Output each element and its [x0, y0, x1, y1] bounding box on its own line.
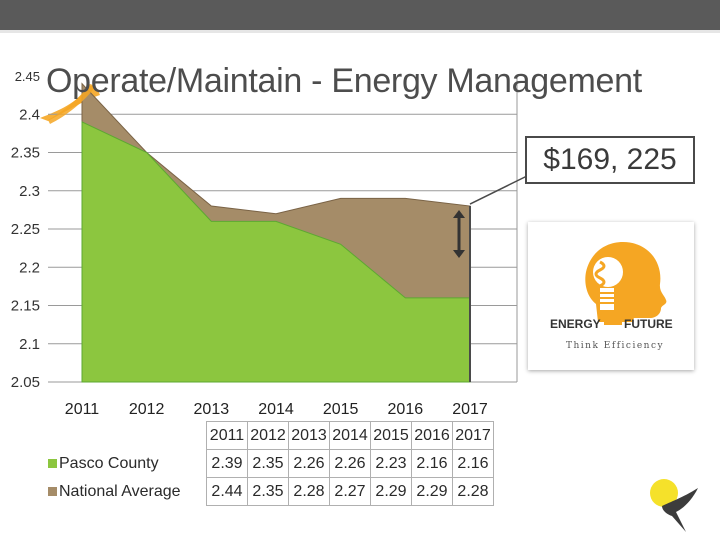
orange-accent-stroke — [48, 84, 96, 124]
x-tick-label: 2015 — [323, 401, 359, 418]
y-axis-tick-labels: 2.45 2.4 2.35 2.3 2.25 2.2 2.15 2.1 2.05 — [11, 69, 40, 391]
table-cell: 2.16 — [452, 449, 494, 478]
energy-future-logo: ENERGY FUTURE Think Efficiency — [528, 222, 694, 370]
x-axis-tick-labels: 2011 2012 2013 2014 2015 2016 2017 — [65, 401, 488, 418]
data-table: 2011 2012 2013 2014 2015 2016 2017 Pasco… — [46, 421, 494, 506]
table-row: National Average 2.44 2.35 2.28 2.27 2.2… — [46, 477, 494, 506]
table-cell: 2.27 — [329, 477, 371, 506]
table-cell: 2.29 — [370, 477, 412, 506]
top-bar-divider — [0, 30, 720, 33]
y-tick-label: 2.25 — [11, 221, 40, 238]
top-bar — [0, 0, 720, 30]
y-tick-label: 2.05 — [11, 374, 40, 391]
table-cell: 2.26 — [329, 449, 371, 478]
y-tick-label: 2.45 — [15, 69, 40, 84]
y-tick-label: 2.15 — [11, 298, 40, 315]
savings-callout: $169, 225 — [525, 136, 695, 184]
legend-entry-pasco: Pasco County — [46, 450, 207, 478]
table-cell: 2.28 — [288, 477, 330, 506]
logo-right-word: FUTURE — [624, 317, 673, 331]
table-header-cell: 2014 — [329, 421, 371, 450]
y-tick-label: 2.4 — [19, 106, 40, 123]
x-tick-label: 2014 — [258, 401, 294, 418]
x-tick-label: 2017 — [452, 401, 488, 418]
table-cell: 2.28 — [452, 477, 494, 506]
table-cell: 2.16 — [411, 449, 453, 478]
legend-key-national — [48, 486, 57, 496]
corner-bird-logo-icon — [650, 479, 698, 532]
table-cell: 2.35 — [247, 477, 289, 506]
x-tick-label: 2016 — [388, 401, 424, 418]
chart-series — [81, 82, 471, 383]
table-cell: 2.35 — [247, 449, 289, 478]
y-tick-label: 2.1 — [19, 336, 40, 353]
table-header-cell: 2011 — [206, 421, 248, 450]
x-tick-label: 2011 — [65, 401, 100, 418]
table-cell: 2.29 — [411, 477, 453, 506]
table-cell: 2.26 — [288, 449, 330, 478]
table-header-cell: 2016 — [411, 421, 453, 450]
arrow-up-head-icon — [453, 210, 465, 219]
legend-key-pasco — [48, 458, 57, 468]
chart-annotations — [48, 84, 528, 382]
row-label: Pasco County — [59, 454, 159, 472]
bulb-head-icon — [585, 242, 667, 322]
table-header-row: 2011 2012 2013 2014 2015 2016 2017 — [46, 421, 494, 450]
y-tick-label: 2.35 — [11, 145, 40, 162]
arrow-down-head-icon — [453, 250, 465, 259]
table-cell: 2.39 — [206, 449, 248, 478]
page-title: Operate/Maintain - Energy Management — [46, 62, 642, 100]
table-cell: 2.44 — [206, 477, 248, 506]
table-header-cell: 2017 — [452, 421, 494, 450]
callout-leader-line — [469, 175, 528, 205]
table-header-cell: 2012 — [247, 421, 289, 450]
row-label: National Average — [59, 482, 181, 500]
logo-left-word: ENERGY — [550, 317, 601, 331]
x-tick-label: 2013 — [194, 401, 230, 418]
logo-tagline: Think Efficiency — [566, 341, 664, 351]
y-tick-label: 2.2 — [19, 259, 40, 276]
legend-entry-national: National Average — [46, 478, 207, 506]
table-header-cell: 2013 — [288, 421, 330, 450]
table-cell: 2.23 — [370, 449, 412, 478]
x-tick-label: 2012 — [129, 401, 165, 418]
table-header-cell: 2015 — [370, 421, 412, 450]
table-row: Pasco County 2.39 2.35 2.26 2.26 2.23 2.… — [46, 449, 494, 478]
y-tick-label: 2.3 — [19, 183, 40, 200]
